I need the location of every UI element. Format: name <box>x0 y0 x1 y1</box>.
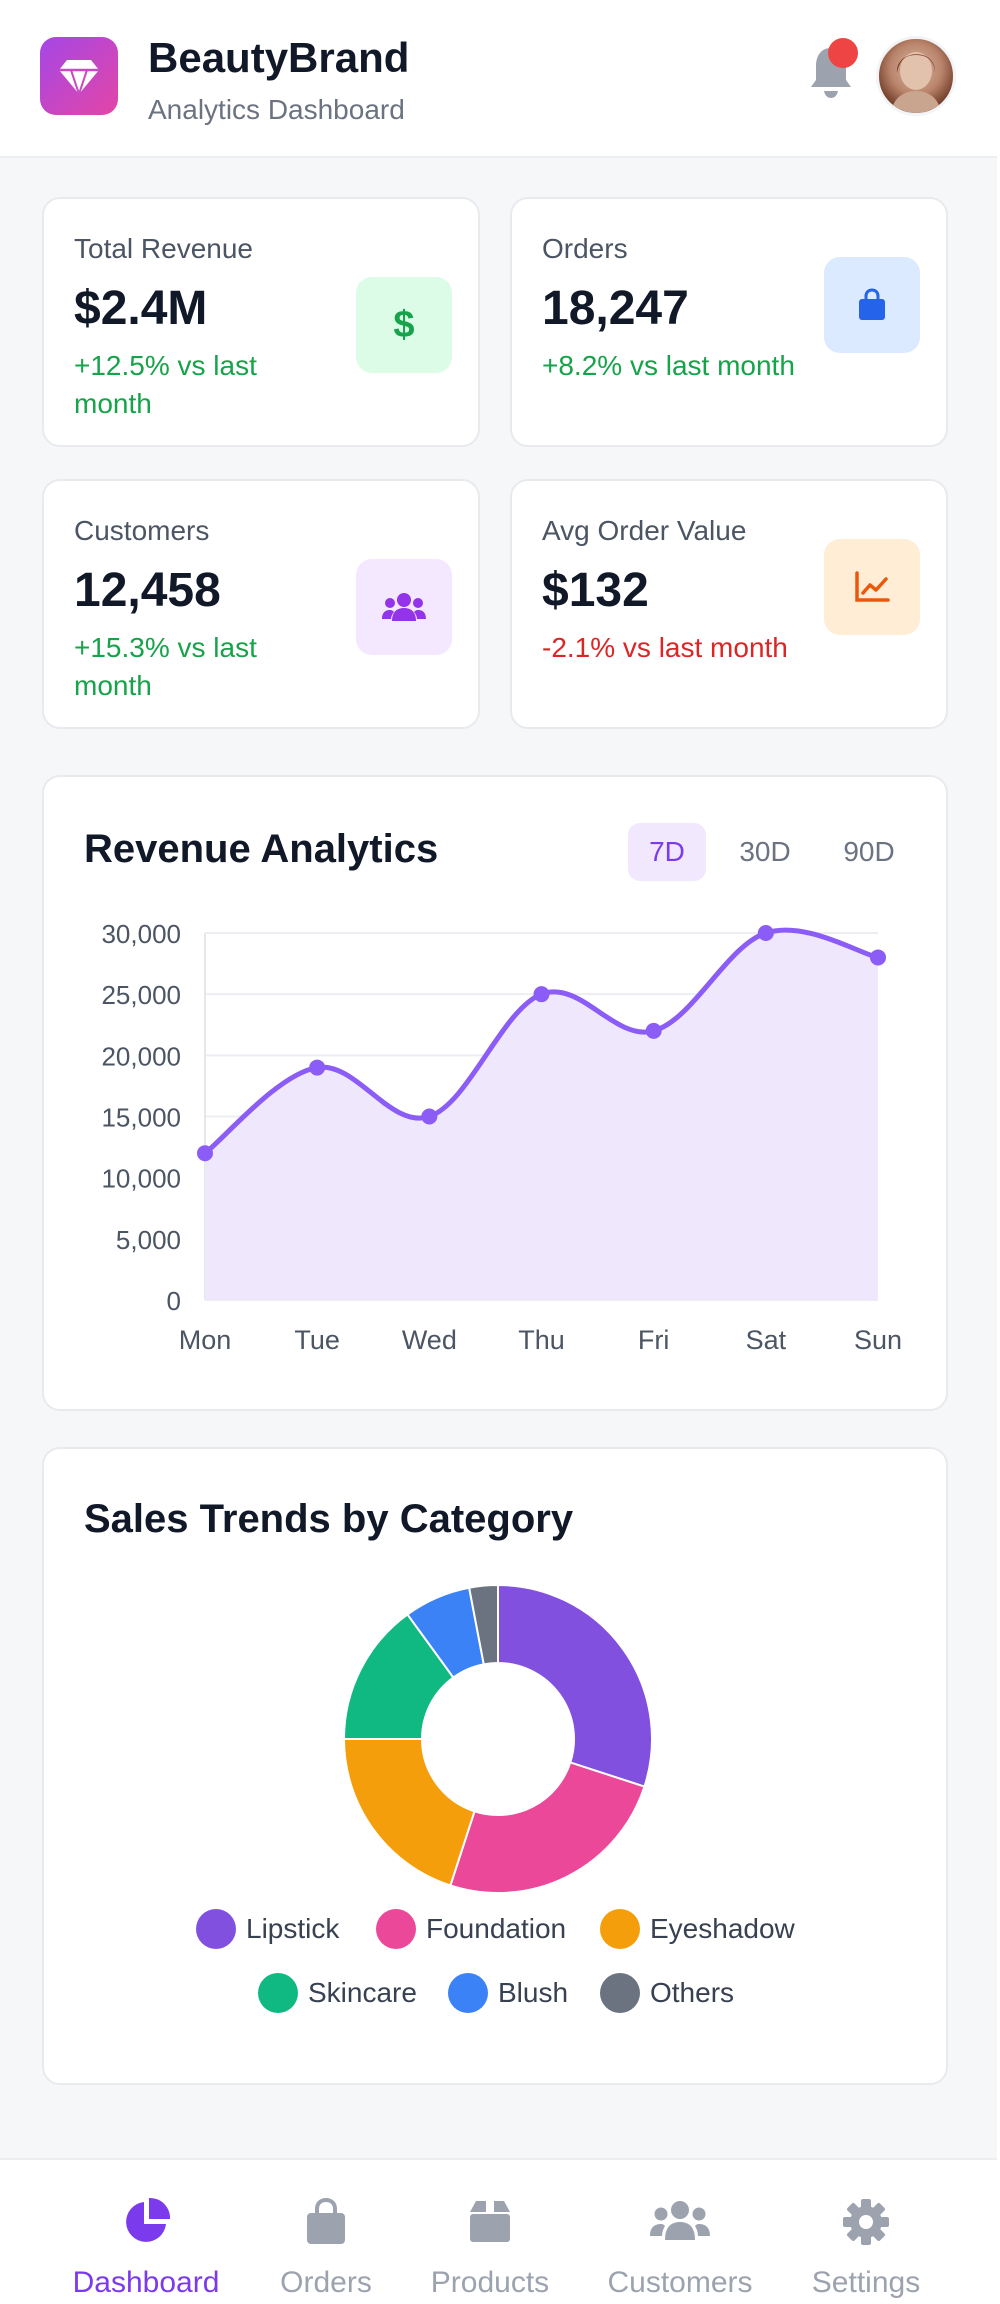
stat-card-customers[interactable]: Customers 12,458 +15.3% vs last month <box>42 479 480 729</box>
revenue-title: Revenue Analytics <box>84 827 439 871</box>
stat-value: $2.4M <box>74 282 208 335</box>
legend-swatch <box>258 1973 298 2013</box>
stat-change: +8.2% vs last month <box>542 350 795 381</box>
legend-item[interactable]: Eyeshadow <box>600 1909 795 1949</box>
legend-label: Eyeshadow <box>650 1913 795 1944</box>
bottom-navigation: Dashboard Orders Products <box>0 2158 997 2304</box>
y-tick-label: 5,000 <box>116 1225 181 1255</box>
x-tick-label: Sun <box>854 1325 902 1355</box>
donut-slice[interactable] <box>497 1583 653 1788</box>
nav-label: Customers <box>607 2266 753 2299</box>
legend-item[interactable]: Skincare <box>258 1973 417 2013</box>
stat-label: Total Revenue <box>74 233 254 264</box>
stat-value: 12,458 <box>74 564 221 617</box>
legend-label: Others <box>650 1977 735 2008</box>
legend-label: Blush <box>498 1977 569 2008</box>
legend-item[interactable]: Foundation <box>376 1909 566 1949</box>
x-tick-label: Mon <box>179 1325 232 1355</box>
stat-label: Customers <box>74 515 210 546</box>
chart-line-icon <box>824 539 920 635</box>
x-tick-label: Fri <box>638 1325 669 1355</box>
chart-pie-icon <box>120 2196 172 2248</box>
revenue-line-chart: 0 5,000 10,000 15,000 20,000 25,000 30,000 Mon T… <box>101 919 902 1355</box>
legend-swatch <box>600 1909 640 1949</box>
area-fill <box>205 930 878 1300</box>
range-button-7d[interactable]: 7D <box>628 823 706 881</box>
stat-change: -2.1% vs last month <box>542 632 788 663</box>
users-icon <box>356 559 452 655</box>
legend-item[interactable]: Blush <box>448 1973 568 2013</box>
dollar-icon: $ <box>356 277 452 373</box>
y-tick-label: 10,000 <box>101 1164 181 1194</box>
stat-value: $132 <box>542 564 649 617</box>
nav-item-settings[interactable]: Settings <box>776 2160 956 2304</box>
nav-item-customers[interactable]: Customers <box>590 2160 770 2304</box>
stat-value: 18,247 <box>542 282 689 335</box>
data-point[interactable] <box>645 1022 662 1039</box>
legend-swatch <box>376 1909 416 1949</box>
shopping-bag-icon <box>824 257 920 353</box>
stat-label: Orders <box>542 233 628 264</box>
y-tick-label: 15,000 <box>101 1103 181 1133</box>
nav-item-products[interactable]: Products <box>400 2160 580 2304</box>
category-donut-chart <box>342 1583 653 1894</box>
range-button-30d[interactable]: 30D <box>739 836 791 867</box>
gear-icon <box>840 2196 892 2248</box>
donut-slice[interactable] <box>467 1583 499 1666</box>
legend-label: Foundation <box>426 1913 567 1944</box>
x-tick-label: Wed <box>402 1325 457 1355</box>
donut-slice[interactable] <box>342 1613 455 1740</box>
donut-slice[interactable] <box>342 1738 476 1887</box>
stat-change: +15.3% vs last month <box>74 632 257 701</box>
data-point[interactable] <box>533 986 550 1003</box>
legend-label: Lipstick <box>246 1913 340 1944</box>
nav-label: Dashboard <box>72 2266 220 2299</box>
notification-badge <box>828 38 858 68</box>
data-point[interactable] <box>870 949 886 966</box>
screen-edge <box>997 0 1000 2304</box>
nav-item-orders[interactable]: Orders <box>236 2160 416 2304</box>
x-tick-label: Tue <box>294 1325 340 1355</box>
range-button-90d[interactable]: 90D <box>843 836 895 867</box>
y-tick-label: 25,000 <box>101 980 181 1010</box>
data-point[interactable] <box>757 925 774 941</box>
x-tick-label: Sat <box>746 1325 787 1355</box>
nav-label: Settings <box>811 2266 921 2299</box>
y-tick-label: 20,000 <box>101 1041 181 1071</box>
users-icon <box>650 2196 710 2248</box>
brand-title: BeautyBrand <box>148 34 410 81</box>
legend-item[interactable]: Lipstick <box>196 1909 339 1949</box>
stat-label: Avg Order Value <box>542 515 747 546</box>
legend-swatch <box>196 1909 236 1949</box>
brand-subtitle: Analytics Dashboard <box>148 94 405 125</box>
y-tick-label: 0 <box>167 1286 181 1316</box>
nav-label: Products <box>430 2266 550 2299</box>
dollar-icon-glyph: $ <box>393 303 415 346</box>
legend-item[interactable]: Others <box>600 1973 734 2013</box>
box-icon <box>464 2196 516 2248</box>
nav-label: Orders <box>280 2266 372 2299</box>
y-tick-label: 30,000 <box>101 919 181 949</box>
stat-card-total-revenue[interactable]: Total Revenue $2.4M +12.5% vs last month… <box>42 197 480 447</box>
x-tick-label: Thu <box>518 1325 565 1355</box>
stat-card-orders[interactable]: Orders 18,247 +8.2% vs last month <box>510 197 948 447</box>
nav-item-dashboard[interactable]: Dashboard <box>56 2160 236 2304</box>
stat-card-avg-order-value[interactable]: Avg Order Value $132 -2.1% vs last month <box>510 479 948 729</box>
stat-change: +12.5% vs last month <box>74 350 257 419</box>
gem-icon[interactable] <box>40 37 118 115</box>
legend-label: Skincare <box>308 1977 417 2008</box>
shopping-bag-icon <box>300 2196 352 2248</box>
user-avatar[interactable] <box>876 36 956 116</box>
legend-swatch <box>448 1973 488 2013</box>
data-point[interactable] <box>421 1108 438 1125</box>
app-header: BeautyBrand Analytics Dashboard <box>0 0 997 158</box>
revenue-analytics-card: Revenue Analytics 7D 30D 90D 0 5,000 10,00… <box>42 775 948 1411</box>
sales-title: Sales Trends by Category <box>84 1497 574 1541</box>
donut-slice[interactable] <box>449 1761 646 1894</box>
data-point[interactable] <box>197 1145 213 1162</box>
legend-swatch <box>600 1973 640 2013</box>
data-point[interactable] <box>309 1059 326 1076</box>
sales-trends-card: Sales Trends by Category Lipstick Foundat… <box>42 1447 948 2085</box>
